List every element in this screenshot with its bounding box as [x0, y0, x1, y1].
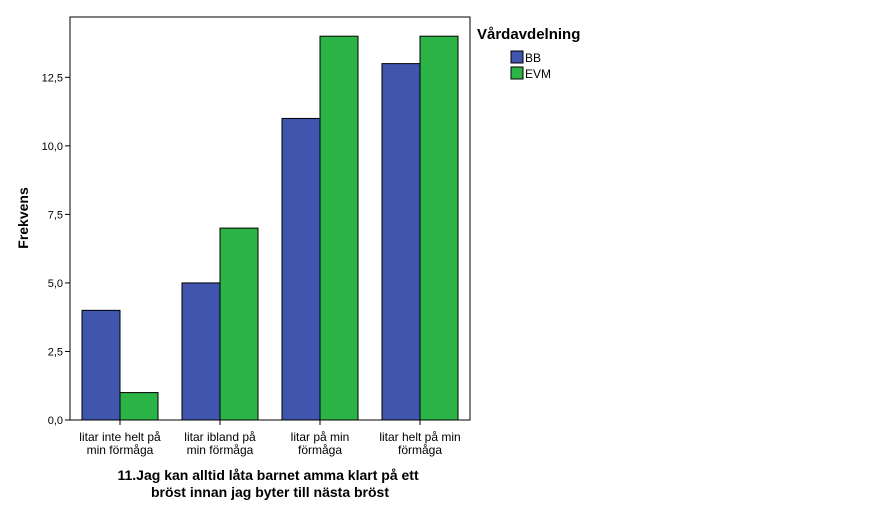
y-axis-title: Frekvens	[15, 187, 31, 249]
y-tick-label: 5,0	[48, 278, 63, 290]
y-tick-label: 0,0	[48, 415, 63, 427]
legend-swatch-bb	[510, 50, 524, 64]
legend-title: Vårdavdelning	[477, 26, 580, 43]
legend-label-evm: EVM	[525, 67, 551, 81]
x-tick-label: litar på min förmåga	[291, 430, 350, 457]
legend: Vårdavdelning BB EVM	[477, 26, 580, 81]
bar-evm-1	[219, 227, 259, 421]
x-axis-title-line-2: bröst innan jag byter till nästa bröst	[151, 484, 389, 500]
x-tick-label-line: förmåga	[398, 443, 442, 457]
x-tick-label: litar inte helt på min förmåga	[79, 430, 161, 457]
x-axis-title-line-1: 11.Jag kan alltid låta barnet amma klart…	[117, 467, 418, 483]
bar-evm-2	[319, 35, 359, 421]
bar-bb-2	[281, 117, 321, 421]
bar-evm-0	[119, 392, 159, 421]
x-tick-label-line: litar inte helt på	[79, 430, 161, 444]
legend-swatch-evm	[510, 66, 524, 80]
bar-bb-3	[381, 63, 421, 421]
x-tick-label-line: förmåga	[298, 443, 342, 457]
bars	[81, 35, 459, 421]
x-tick-label-line: litar helt på min	[379, 430, 460, 444]
x-tick-label: litar helt på min förmåga	[379, 430, 460, 457]
x-tick-label: litar ibland på min förmåga	[184, 430, 256, 457]
legend-items: BB EVM	[510, 50, 551, 81]
y-tick-label: 2,5	[48, 346, 63, 358]
y-tick-label: 12,5	[42, 72, 63, 84]
x-tick-label-line: litar ibland på	[184, 430, 256, 444]
y-tick-label: 10,0	[42, 141, 63, 153]
x-tick-label-line: litar på min	[291, 430, 350, 444]
x-tick-label-line: min förmåga	[187, 443, 254, 457]
bar-bb-0	[81, 309, 121, 421]
legend-label-bb: BB	[525, 51, 541, 65]
x-tick-label-line: min förmåga	[87, 443, 154, 457]
x-axis-title: 11.Jag kan alltid låta barnet amma klart…	[117, 467, 422, 500]
bar-evm-3	[419, 35, 459, 421]
bar-bb-1	[181, 282, 221, 421]
y-axis: 0,0 2,5 5,0 7,5 10,0 12,5	[42, 72, 70, 427]
y-tick-label: 7,5	[48, 209, 63, 221]
